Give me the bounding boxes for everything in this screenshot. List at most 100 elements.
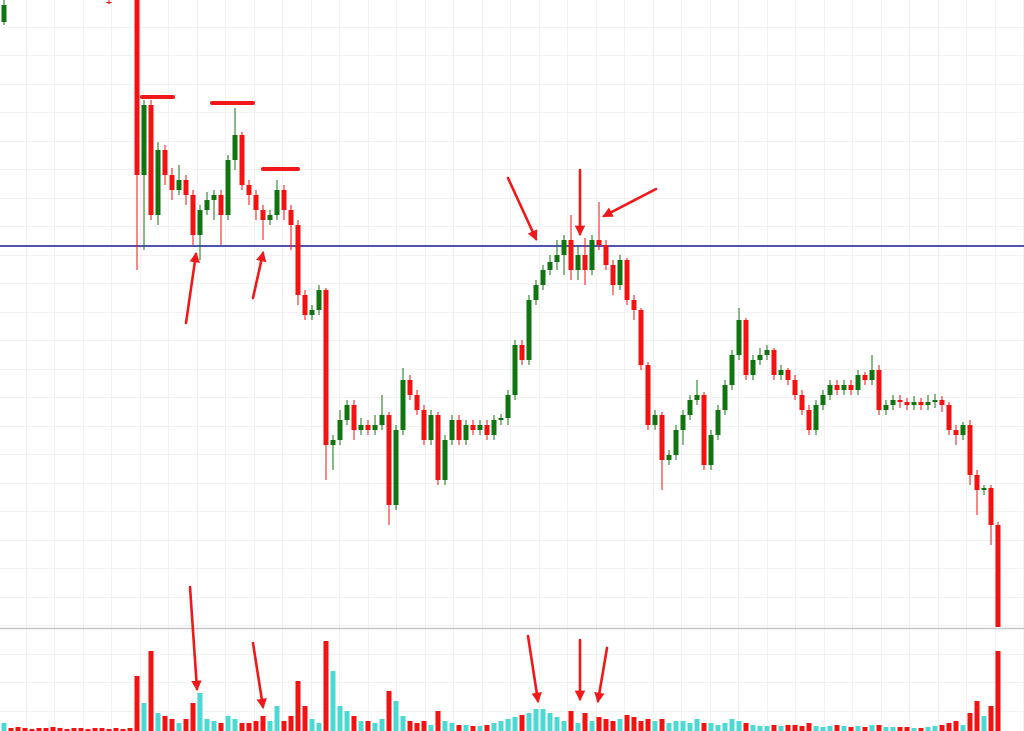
candle-body bbox=[617, 260, 623, 285]
volume-bar bbox=[967, 713, 973, 731]
volume-bar bbox=[29, 729, 35, 731]
candle-body bbox=[652, 415, 658, 425]
candle-body bbox=[715, 410, 721, 435]
candle-body bbox=[904, 402, 910, 405]
volume-bar bbox=[498, 721, 504, 731]
candle-body bbox=[316, 290, 322, 310]
candle-body bbox=[449, 420, 455, 440]
volume-bar bbox=[820, 727, 826, 731]
volume-bar bbox=[743, 723, 749, 731]
candle-body bbox=[533, 285, 539, 300]
candle-body bbox=[666, 455, 672, 460]
candle-body bbox=[155, 150, 161, 215]
candle-body bbox=[876, 370, 882, 410]
volume-bar bbox=[512, 717, 518, 731]
volume-bar bbox=[267, 721, 273, 731]
candle-body bbox=[589, 240, 595, 270]
candle-body bbox=[274, 190, 280, 215]
volume-bar bbox=[897, 727, 903, 731]
volume-bar bbox=[281, 721, 287, 731]
candle-body bbox=[813, 405, 819, 430]
candle-body bbox=[932, 400, 938, 402]
candle-body bbox=[792, 380, 798, 395]
volume-bar bbox=[631, 717, 637, 731]
candle-body bbox=[729, 355, 735, 385]
volume-bar bbox=[652, 721, 658, 731]
candle-body bbox=[659, 415, 665, 460]
volume-bar bbox=[554, 717, 560, 731]
volume-bar bbox=[71, 728, 77, 731]
annotation-arrow bbox=[184, 251, 200, 325]
candle-body bbox=[827, 385, 833, 395]
volume-bar bbox=[302, 706, 308, 731]
volume-bar bbox=[22, 728, 28, 731]
volume-bar bbox=[64, 729, 70, 731]
candle-body bbox=[477, 425, 483, 430]
volume-bar bbox=[183, 719, 189, 731]
candle-body bbox=[988, 488, 994, 525]
candle-body bbox=[407, 380, 413, 395]
volume-bar bbox=[687, 723, 693, 731]
volume-bar bbox=[995, 651, 1001, 731]
volume-bar bbox=[645, 719, 651, 731]
volume-bar bbox=[603, 719, 609, 731]
volume-bar bbox=[491, 723, 497, 731]
volume-bar bbox=[939, 725, 945, 731]
candle-body bbox=[554, 255, 560, 262]
candle-body bbox=[764, 350, 770, 355]
candle-body bbox=[596, 240, 602, 245]
candle-body bbox=[547, 262, 553, 270]
candle-body bbox=[365, 425, 371, 430]
volume-bar bbox=[421, 721, 427, 731]
volume-bar bbox=[589, 721, 595, 731]
candle-body bbox=[897, 400, 903, 402]
volume-bar bbox=[169, 719, 175, 731]
candle-body bbox=[785, 370, 791, 380]
volume-bar bbox=[43, 728, 49, 731]
volume-bar bbox=[400, 716, 406, 731]
volume-bar bbox=[708, 723, 714, 731]
candle-body bbox=[974, 475, 980, 490]
candle-body bbox=[295, 225, 301, 295]
candle-body bbox=[575, 255, 581, 270]
volume-bar bbox=[358, 721, 364, 731]
candle-body bbox=[414, 395, 420, 410]
volume-bar bbox=[225, 716, 231, 731]
volume-bar bbox=[505, 719, 511, 731]
volume-bar bbox=[351, 716, 357, 731]
volume-bar bbox=[274, 706, 280, 731]
volume-bar bbox=[113, 728, 119, 731]
candle-body bbox=[337, 420, 343, 440]
candle-body bbox=[701, 395, 707, 465]
annotation-arrow bbox=[251, 641, 267, 710]
volume-bar bbox=[120, 729, 126, 731]
candle-body bbox=[498, 418, 504, 420]
volume-bar bbox=[15, 727, 21, 731]
volume-bar bbox=[393, 701, 399, 731]
volume-bar bbox=[134, 676, 140, 731]
candle-body bbox=[799, 395, 805, 410]
candle-body bbox=[246, 185, 252, 195]
volume-bar bbox=[869, 725, 875, 731]
volume-bar bbox=[379, 719, 385, 731]
volume-bar bbox=[974, 701, 980, 731]
volume-bar bbox=[57, 728, 63, 731]
candle-body bbox=[561, 240, 567, 255]
volume-bar bbox=[722, 723, 728, 731]
volume-bar bbox=[295, 681, 301, 731]
volume-bar bbox=[232, 719, 238, 731]
candle-body bbox=[750, 360, 756, 375]
volume-bar bbox=[162, 716, 168, 731]
candle-body bbox=[106, 2, 112, 4]
volume-bar bbox=[190, 703, 196, 731]
volume-bar bbox=[715, 725, 721, 731]
candle-body bbox=[638, 310, 644, 365]
volume-pane bbox=[1, 641, 1001, 731]
annotation-arrow bbox=[602, 187, 658, 218]
volume-bar bbox=[316, 723, 322, 731]
candle-body bbox=[491, 420, 497, 435]
annotation-arrow bbox=[251, 250, 267, 300]
candle-body bbox=[687, 400, 693, 415]
candle-body bbox=[358, 425, 364, 430]
